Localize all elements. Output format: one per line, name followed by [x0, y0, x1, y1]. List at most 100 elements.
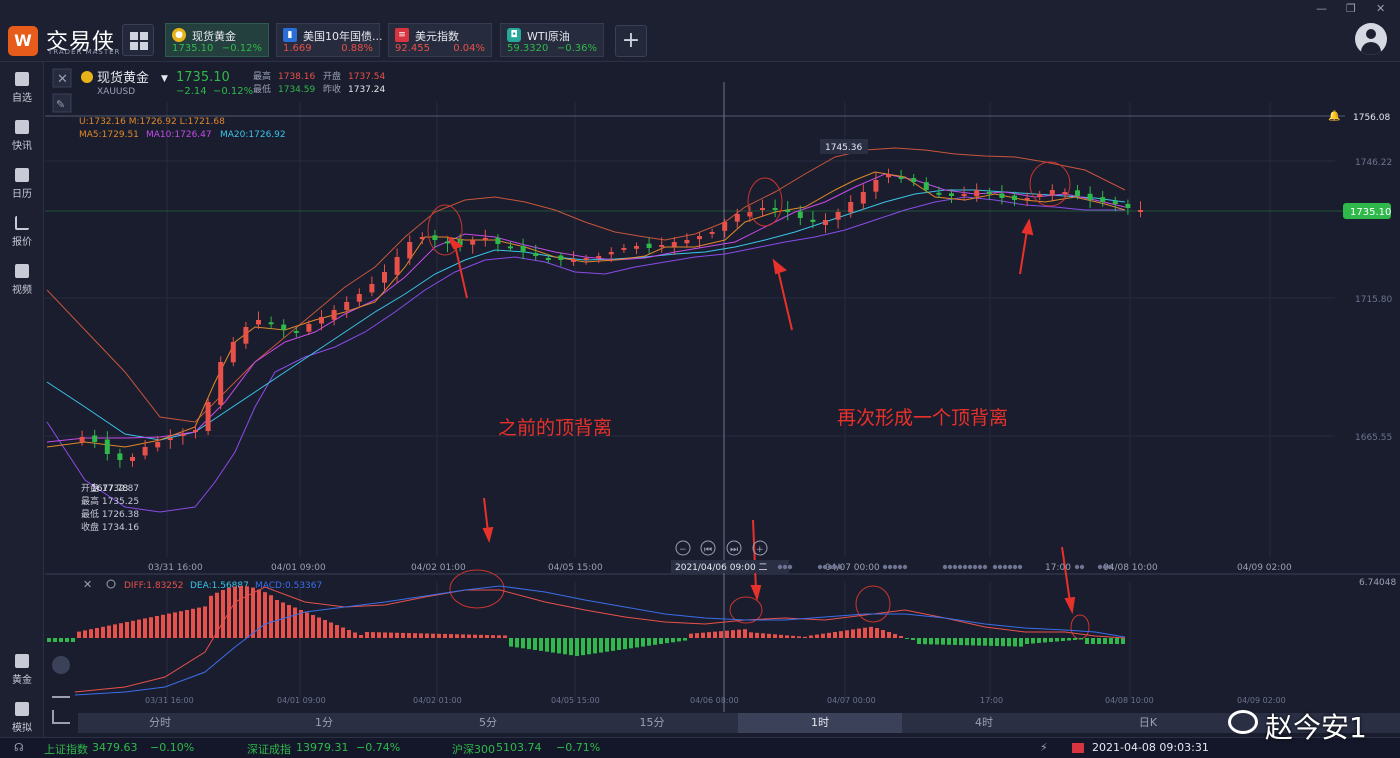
- event-dot[interactable]: [1002, 564, 1008, 570]
- macd-time-axis-label: 17:00: [980, 696, 1003, 705]
- event-dot[interactable]: [897, 564, 903, 570]
- index-name[interactable]: 沪深300: [452, 743, 495, 756]
- minimize-button[interactable]: —: [1316, 2, 1327, 15]
- tab-wti-oil[interactable]: ◘ WTI原油 59.3320 −0.36%: [500, 23, 604, 57]
- restore-button[interactable]: ❐: [1346, 2, 1356, 15]
- event-dot[interactable]: [992, 564, 998, 570]
- sidebar-item-simulate[interactable]: 模拟: [0, 702, 44, 734]
- avatar[interactable]: [1355, 23, 1387, 55]
- event-dot[interactable]: [777, 564, 783, 570]
- candle: [419, 237, 425, 240]
- candle: [130, 457, 135, 461]
- event-dot[interactable]: [1007, 564, 1013, 570]
- settings-icon[interactable]: [106, 579, 116, 589]
- candle: [520, 245, 526, 252]
- indicator-tool-icon[interactable]: [52, 656, 70, 674]
- event-dot[interactable]: [1079, 564, 1085, 570]
- candlestick-chart[interactable]: ✕ ✎ 现货黄金 ▼ XAUUSD 1735.10 −2.14 −0.12% 最…: [45, 62, 1400, 734]
- event-dot[interactable]: [1012, 564, 1018, 570]
- price-axis-label: 1665.55: [1355, 433, 1392, 443]
- event-dot[interactable]: [977, 564, 983, 570]
- sidebar-item-watchlist[interactable]: 自选: [0, 72, 44, 104]
- candle: [1037, 194, 1043, 197]
- macd-axis-label: 6.74048: [1359, 578, 1396, 588]
- macd-bar: [257, 589, 261, 638]
- close-button[interactable]: ✕: [1376, 2, 1386, 15]
- tab-dollar-index[interactable]: ≡ 美元指数 92.455 0.04%: [388, 23, 492, 57]
- event-dot[interactable]: [1074, 564, 1080, 570]
- event-dot[interactable]: [782, 564, 788, 570]
- event-dot[interactable]: [947, 564, 953, 570]
- event-dot[interactable]: [822, 564, 828, 570]
- draw-line-icon[interactable]: [52, 684, 70, 698]
- event-dot[interactable]: [1097, 564, 1103, 570]
- event-dot[interactable]: [957, 564, 963, 570]
- macd-bar: [419, 633, 423, 638]
- period-4hour[interactable]: 4时: [975, 716, 993, 729]
- close-macd-icon[interactable]: ✕: [83, 578, 92, 591]
- layout-grid-button[interactable]: [122, 24, 154, 56]
- tab-spot-gold[interactable]: ● 现货黄金 1735.10 −0.12%: [165, 23, 269, 57]
- chart-panel[interactable]: ✕ ✎ 现货黄金 ▼ XAUUSD 1735.10 −2.14 −0.12% 最…: [45, 62, 1400, 734]
- event-dot[interactable]: [902, 564, 908, 570]
- event-dot[interactable]: [1102, 564, 1108, 570]
- sidebar-item-video[interactable]: 视频: [0, 264, 44, 296]
- macd-bar: [431, 633, 435, 638]
- candle: [621, 248, 627, 250]
- zoom-in-icon[interactable]: [752, 540, 768, 556]
- period-1min[interactable]: 1分: [315, 716, 333, 729]
- divergence-circle: [427, 204, 463, 256]
- network-icon[interactable]: ⚡: [1040, 741, 1048, 754]
- index-name[interactable]: 上证指数: [44, 743, 88, 756]
- macd-bar: [701, 632, 705, 638]
- macd-bar: [515, 638, 519, 648]
- period-5min[interactable]: 5分: [479, 716, 497, 729]
- period-timeshare[interactable]: 分时: [149, 716, 171, 729]
- event-dot[interactable]: [1107, 564, 1113, 570]
- tab-us-10y-bond[interactable]: ▮ 美国10年国债... 1.669 0.88%: [276, 23, 383, 57]
- period-daily[interactable]: 日K: [1138, 716, 1158, 729]
- event-dot[interactable]: [817, 564, 823, 570]
- skip-back-icon[interactable]: [700, 540, 716, 556]
- event-dot[interactable]: [787, 564, 793, 570]
- event-dot[interactable]: [972, 564, 978, 570]
- macd-bar: [1109, 638, 1113, 644]
- sidebar-item-calendar[interactable]: 日历: [0, 168, 44, 200]
- skip-forward-icon[interactable]: [726, 540, 742, 556]
- event-dot[interactable]: [1017, 564, 1023, 570]
- add-tab-button[interactable]: +: [615, 25, 647, 57]
- index-name[interactable]: 深证成指: [247, 743, 291, 756]
- sidebar-item-gold[interactable]: 黄金: [0, 654, 44, 686]
- macd-bar: [995, 638, 999, 646]
- period-15min[interactable]: 15分: [639, 716, 665, 729]
- headset-icon[interactable]: ☊: [14, 741, 24, 754]
- sidebar-item-quotes[interactable]: 报价: [0, 216, 44, 248]
- divergence-circle: [1029, 161, 1071, 207]
- svg-text:−: −: [679, 545, 687, 555]
- period-1hour[interactable]: 1时: [738, 713, 902, 733]
- instrument-name[interactable]: 现货黄金: [97, 70, 149, 86]
- event-dot[interactable]: [982, 564, 988, 570]
- zoom-out-icon[interactable]: [675, 540, 691, 556]
- event-dot[interactable]: [962, 564, 968, 570]
- macd-time-axis-label: 04/01 09:00: [277, 696, 326, 705]
- chart-type-icon[interactable]: [52, 710, 70, 724]
- event-dot[interactable]: [827, 564, 833, 570]
- event-dot[interactable]: [832, 564, 838, 570]
- event-dot[interactable]: [887, 564, 893, 570]
- event-dot[interactable]: [967, 564, 973, 570]
- annotation-arrow: [454, 244, 468, 299]
- macd-bar: [875, 628, 879, 638]
- event-dot[interactable]: [892, 564, 898, 570]
- bell-icon[interactable]: 🔔: [1328, 110, 1340, 122]
- chevron-down-icon[interactable]: ▼: [161, 74, 168, 84]
- event-dot[interactable]: [942, 564, 948, 570]
- draw-tool-icon[interactable]: [52, 93, 72, 113]
- event-dot[interactable]: [952, 564, 958, 570]
- event-dot[interactable]: [997, 564, 1003, 570]
- candle: [268, 322, 274, 325]
- close-chart-icon[interactable]: [52, 68, 72, 88]
- sidebar-item-news[interactable]: 快讯: [0, 120, 44, 152]
- event-dot[interactable]: [837, 564, 843, 570]
- event-dot[interactable]: [882, 564, 888, 570]
